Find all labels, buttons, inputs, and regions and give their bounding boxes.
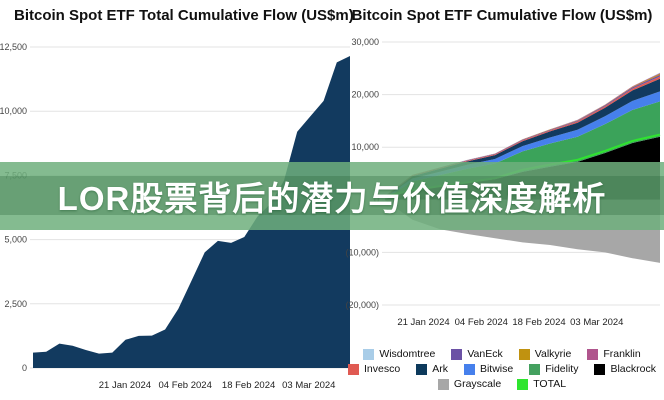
legend-item-ark: Ark [416, 363, 448, 375]
legend-swatch-ark [416, 363, 428, 375]
legend-item-wisdomtree: Wisdomtree [363, 348, 435, 360]
legend-swatch-bitwise [463, 363, 475, 375]
legend-label: Ark [432, 363, 448, 375]
legend-item-blackrock: Blackrock [594, 363, 656, 375]
legend-label: Franklin [603, 348, 641, 360]
x-axis-tick-label: 04 Feb 2024 [455, 317, 508, 328]
y-axis-tick-label: (10,000) [345, 247, 379, 257]
x-axis-tick-label: 21 Jan 2024 [397, 317, 449, 328]
headline-text: LOR股票背后的潜力与价值深度解析 [57, 180, 607, 217]
legend-swatch-invesco [348, 363, 359, 375]
left-chart-title: Bitcoin Spot ETF Total Cumulative Flow (… [14, 7, 354, 24]
legend-label: VanEck [467, 348, 503, 360]
x-axis-tick-label: 04 Feb 2024 [159, 380, 212, 391]
y-axis-tick-label: (20,000) [345, 300, 379, 310]
legend-swatch-franklin [587, 348, 599, 360]
legend-label: Grayscale [453, 378, 502, 390]
legend-label: Fidelity [545, 363, 579, 375]
legend-swatch-grayscale [437, 378, 449, 390]
legend-label: Invesco [364, 363, 401, 375]
legend-item-fidelity: Fidelity [529, 363, 578, 375]
legend-item-vaneck: VanEck [451, 348, 503, 360]
y-axis-tick-label: 10,000 [351, 142, 379, 152]
y-axis-tick-label: 5,000 [4, 235, 27, 245]
legend-item-franklin: Franklin [587, 348, 641, 360]
legend-row: Grayscale TOTAL [437, 378, 566, 390]
chart-legend: Wisdomtree VanEck Valkyrie Franklin Invesco A… [340, 348, 664, 390]
x-axis-tick-label: 03 Mar 2024 [570, 317, 623, 328]
legend-swatch-valkyrie [518, 348, 530, 360]
legend-label: TOTAL [533, 378, 567, 390]
legend-item-grayscale: Grayscale [437, 378, 502, 390]
banner-background [0, 162, 664, 230]
legend-label: Wisdomtree [379, 348, 436, 360]
legend-swatch-wisdomtree [363, 348, 375, 360]
headline-banner-overlay: LOR股票背后的潜力与价值深度解析 [0, 162, 664, 230]
y-axis-tick-label: 2,500 [4, 299, 27, 309]
legend-label: Valkyrie [534, 348, 572, 360]
y-axis-tick-label: 30,000 [351, 37, 379, 47]
y-axis-tick-label: 10,000 [0, 106, 27, 116]
y-axis-tick-label: 0 [22, 363, 27, 373]
legend-swatch-fidelity [529, 363, 541, 375]
x-axis-tick-label: 03 Mar 2024 [282, 380, 335, 391]
x-axis-tick-label: 21 Jan 2024 [99, 380, 151, 391]
banner-stripe [0, 175, 664, 216]
legend-swatch-blackrock [594, 363, 606, 375]
legend-item-bitwise: Bitwise [463, 363, 514, 375]
legend-row: Wisdomtree VanEck Valkyrie Franklin [363, 348, 641, 360]
y-axis-tick-label: 12,500 [0, 42, 27, 52]
x-axis-tick-label: 18 Feb 2024 [222, 380, 275, 391]
legend-item-total: TOTAL [517, 378, 566, 390]
x-axis-tick-label: 18 Feb 2024 [512, 317, 565, 328]
legend-row: Invesco Ark Bitwise Fidelity Blackrock [348, 363, 656, 375]
legend-swatch-total [517, 378, 529, 390]
legend-label: Bitwise [479, 363, 514, 375]
legend-item-valkyrie: Valkyrie [518, 348, 572, 360]
area-total-cumulative-flow [33, 56, 350, 368]
y-axis-tick-label: 20,000 [351, 90, 379, 100]
legend-swatch-vaneck [451, 348, 463, 360]
right-chart-title: Bitcoin Spot ETF Cumulative Flow (US$m) [351, 7, 653, 24]
legend-item-invesco: Invesco [348, 363, 400, 375]
legend-label: Blackrock [610, 363, 656, 375]
